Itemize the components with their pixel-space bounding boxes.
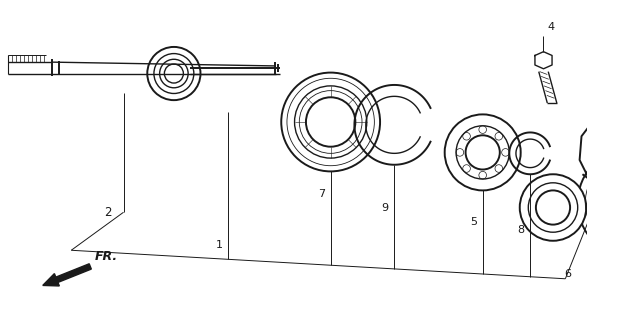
Circle shape [578, 148, 618, 258]
Text: 7: 7 [318, 188, 325, 198]
Text: 5: 5 [470, 217, 477, 227]
Text: 1: 1 [216, 240, 223, 250]
Text: 8: 8 [517, 225, 525, 235]
Text: 6: 6 [564, 269, 572, 279]
Circle shape [445, 114, 521, 190]
Text: 2: 2 [104, 206, 112, 219]
FancyArrow shape [43, 264, 91, 286]
Text: 4: 4 [548, 22, 554, 32]
Circle shape [520, 174, 586, 241]
Text: FR.: FR. [95, 250, 118, 263]
Circle shape [281, 73, 380, 172]
Circle shape [465, 135, 500, 170]
Text: 9: 9 [381, 203, 389, 213]
